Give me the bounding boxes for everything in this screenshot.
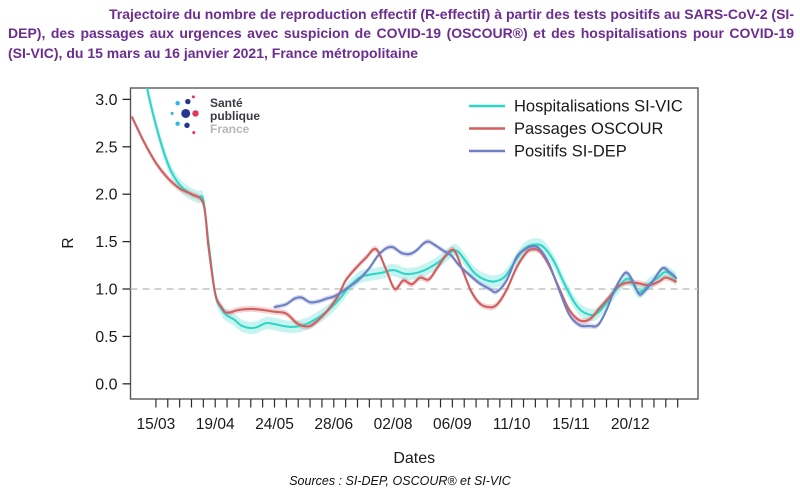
- y-tick-label: 3.0: [95, 92, 117, 109]
- plot-box: [129, 87, 699, 400]
- y-tick-label: 1.5: [95, 234, 117, 251]
- logo-dots-icon: [170, 95, 199, 135]
- logo-text: Santé publique France: [210, 95, 260, 136]
- x-tick-label: 06/09: [433, 416, 472, 433]
- y-tick-label: 0.5: [95, 329, 117, 346]
- x-tick-label: 24/05: [255, 416, 294, 433]
- logo-line-3: France: [210, 121, 250, 136]
- x-axis-label: Dates: [393, 450, 435, 467]
- line-passages-oscour: [131, 116, 678, 328]
- legend-label-0: Hospitalisations SI-VIC: [514, 98, 683, 116]
- logo-line-2: publique: [210, 108, 260, 123]
- x-tick-label: 15/11: [552, 416, 590, 433]
- sources-note: Sources : SI-DEP, OSCOUR® et SI-VIC: [289, 474, 511, 488]
- x-tick-label: 02/08: [374, 416, 413, 433]
- x-tick-label: 19/04: [196, 416, 235, 433]
- legend-label-1: Passages OSCOUR: [514, 120, 664, 138]
- y-tick-label: 1.0: [95, 282, 117, 299]
- sante-publique-france-logo: Santé publique France: [170, 91, 260, 141]
- band-positifs-si-dep: [274, 238, 676, 330]
- y-tick-label: 2.5: [95, 139, 117, 156]
- y-tick-label: 0.0: [95, 376, 117, 393]
- y-tick-label: 2.0: [95, 187, 117, 204]
- line-hospitalisations-si-vic: [146, 88, 678, 330]
- x-tick-label: 28/06: [314, 416, 353, 433]
- logo-line-1: Santé: [210, 95, 243, 110]
- x-tick-label: 15/03: [137, 416, 176, 433]
- y-axis-label: R: [60, 237, 77, 248]
- x-tick-label: 11/10: [493, 416, 531, 433]
- x-tick-label: 20/12: [611, 416, 650, 433]
- legend-label-2: Positifs SI-DEP: [514, 143, 627, 161]
- chart-title: Trajectoire du nombre de reproduction ef…: [8, 6, 794, 61]
- line-positifs-si-dep: [273, 240, 678, 328]
- band-hospitalisations-si-vic: [145, 88, 676, 335]
